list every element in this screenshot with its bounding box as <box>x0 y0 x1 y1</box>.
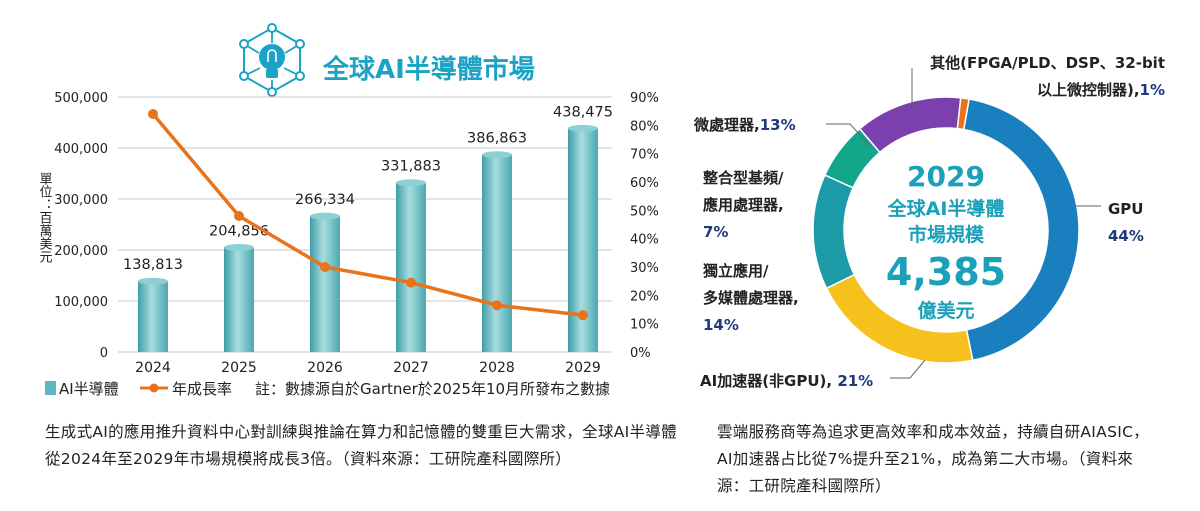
leader-line <box>826 123 871 147</box>
growth-rate-line <box>151 112 584 317</box>
legend: AI半導體 年成長率 註：數據源自於Gartner於2025年10月所發布之數據 <box>45 380 610 398</box>
bar-line-chart: 0 100,000 200,000 300,000 400,000 500,000 0% 10… <box>54 91 659 376</box>
slice-label: 以上微控制器),1% <box>1037 81 1165 99</box>
y-tick-label: 300,000 <box>54 193 108 208</box>
x-tick-label: 2029 <box>565 360 601 376</box>
bar-2027 <box>396 182 426 352</box>
bar-cap <box>396 179 426 187</box>
x-tick-label: 2025 <box>221 360 257 376</box>
slice-label: AI加速器(非GPU), 21% <box>700 372 873 390</box>
y2-tick-label: 70% <box>630 148 659 163</box>
bar-value-label: 138,813 <box>123 257 183 273</box>
slice-percent: 14% <box>703 316 739 334</box>
bar-2025 <box>224 247 254 352</box>
right-caption: 雲端服務商等為追求更高效率和成本效益，持續自研AIASIC，AI加速器占比從7%… <box>717 423 1150 495</box>
chart-title: 全球AI半導體市場 <box>322 54 535 85</box>
donut-chart: GPU 44% AI加速器(非GPU), 21% 獨立應用/多媒體處理器, 14% 整合型… <box>693 54 1165 390</box>
bar-2026 <box>310 216 340 352</box>
bar-value-label: 386,863 <box>467 131 527 147</box>
left-caption: 生成式AI的應用推升資料中心對訓練與推論在算力和記憶體的雙重巨大需求，全球AI半… <box>45 423 677 468</box>
y2-tick-label: 0% <box>630 346 651 361</box>
donut-center-line2: 市場規模 <box>908 223 985 246</box>
y2-tick-label: 80% <box>630 119 659 134</box>
donut-center-year: 2029 <box>907 160 985 193</box>
x-tick-label: 2026 <box>307 360 343 376</box>
bar-cap <box>310 212 340 220</box>
y-tick-label: 0 <box>100 346 108 361</box>
x-tick-label: 2024 <box>135 360 171 376</box>
leader-line <box>911 68 917 111</box>
slice-label: 微處理器,13% <box>693 116 796 134</box>
slice-label: 獨立應用/ <box>702 262 769 280</box>
donut-center-unit: 億美元 <box>917 299 974 322</box>
legend-line-marker <box>149 383 159 393</box>
bar-cap <box>224 244 254 252</box>
slice-percent: 13% <box>760 116 796 134</box>
slice-percent: 44% <box>1108 227 1144 245</box>
legend-line-label: 年成長率 <box>172 380 232 398</box>
growth-rate-point <box>234 211 244 221</box>
y-tick-label: 200,000 <box>54 244 108 259</box>
bar-cap <box>568 124 598 132</box>
slice-percent: 21% <box>837 372 873 390</box>
y-tick-label: 500,000 <box>54 91 108 106</box>
slice-label: 整合型基頻/ <box>703 169 784 187</box>
slice-label: 多媒體處理器, <box>703 289 799 307</box>
bar-2028 <box>482 154 512 352</box>
bar-2024 <box>138 281 168 352</box>
growth-rate-point <box>320 262 330 272</box>
slice-label: GPU <box>1108 200 1144 218</box>
donut-slice <box>956 96 970 131</box>
lightbulb-network-icon <box>239 23 305 97</box>
bar-cap <box>482 151 512 159</box>
slice-percent: 1% <box>1140 81 1165 99</box>
donut-slice <box>858 96 962 154</box>
growth-rate-point <box>578 310 588 321</box>
x-tick-label: 2027 <box>393 360 429 376</box>
y-tick-label: 400,000 <box>54 142 108 157</box>
slice-label: 其他(FPGA/PLD、DSP、32-bit <box>930 54 1165 72</box>
donut-center-line1: 全球AI半導體 <box>887 197 1005 220</box>
bar-value-label: 266,334 <box>295 192 355 208</box>
growth-rate-point <box>148 109 158 119</box>
y-tick-label: 100,000 <box>54 295 108 310</box>
leader-line <box>890 359 926 379</box>
growth-rate-point <box>406 277 416 288</box>
growth-rate-point <box>492 300 502 311</box>
y2-tick-label: 60% <box>630 176 659 191</box>
y2-tick-label: 50% <box>630 204 659 219</box>
y-axis-unit-label: 單位：百萬美元 <box>37 172 53 264</box>
y2-tick-label: 40% <box>630 233 659 248</box>
y2-tick-label: 30% <box>630 261 659 276</box>
slice-percent: 7% <box>703 223 728 241</box>
bar-cap <box>138 277 168 285</box>
donut-center: 2029 全球AI半導體 市場規模 4,385 億美元 <box>886 160 1006 322</box>
donut-slice <box>962 98 1080 362</box>
legend-note: 註：數據源自於Gartner於2025年10月所發布之數據 <box>255 380 610 398</box>
donut-center-value: 4,385 <box>886 250 1006 294</box>
bar-value-label: 204,856 <box>209 224 269 240</box>
donut-slice <box>812 174 856 290</box>
slice-label: 應用處理器, <box>703 196 784 214</box>
y2-tick-label: 20% <box>630 289 659 304</box>
x-tick-label: 2028 <box>479 360 515 376</box>
bar-value-label: 438,475 <box>553 104 613 120</box>
bar-value-label: 331,883 <box>381 159 441 175</box>
legend-bar-swatch <box>45 381 56 395</box>
y2-tick-label: 90% <box>630 91 659 106</box>
y2-tick-label: 10% <box>630 318 659 333</box>
legend-bar-label: AI半導體 <box>59 380 119 398</box>
